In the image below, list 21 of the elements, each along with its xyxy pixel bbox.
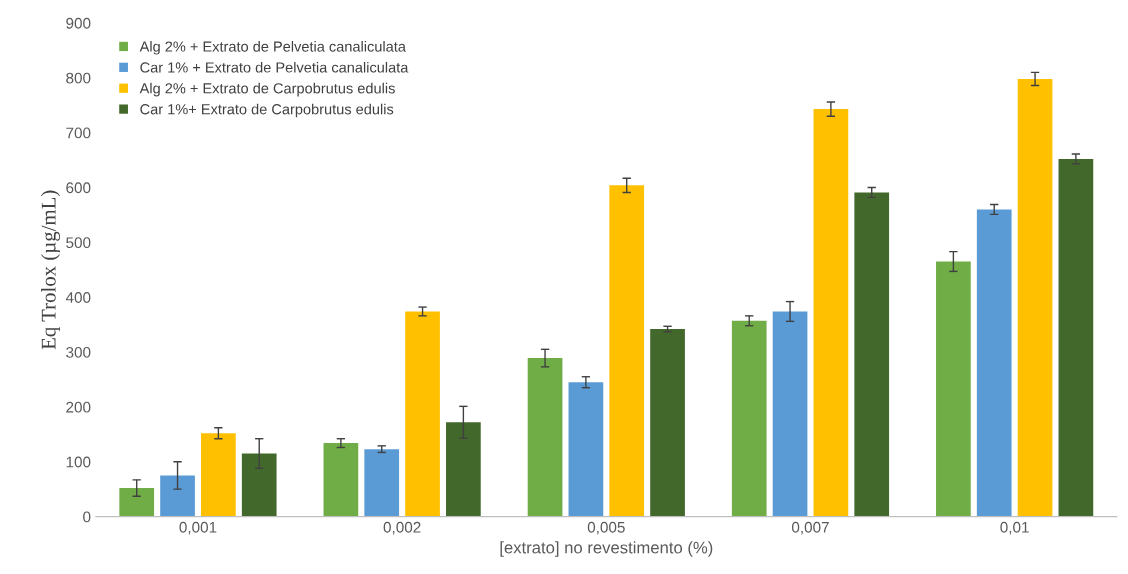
- x-tick-label: 0,007: [791, 521, 829, 535]
- x-tick-label: 0,005: [587, 521, 625, 535]
- y-tick-label: 200: [66, 401, 91, 413]
- legend-label: Alg 2% + Extrato de Pelvetia canaliculata: [139, 41, 406, 55]
- y-tick-label: 500: [66, 237, 91, 249]
- y-tick-label: 700: [66, 127, 91, 139]
- x-axis-title: [extrato] no revestimento (%): [500, 541, 713, 557]
- y-axis-title: Eq Trolox (µg/mL): [41, 190, 60, 350]
- y-tick-label: 900: [66, 17, 91, 29]
- legend-label: Alg 2% + Extrato de Carpobrutus edulis: [139, 82, 395, 97]
- x-tick-label: 0,002: [383, 521, 421, 535]
- y-tick-label: 300: [66, 346, 91, 358]
- y-tick-label: 0: [83, 511, 91, 523]
- x-tick-label: 0,01: [1000, 521, 1029, 535]
- y-tick-label: 100: [66, 456, 91, 468]
- legend-label: Car 1%+ Extrato de Carpobrutus edulis: [140, 103, 394, 118]
- y-tick-label: 800: [66, 72, 91, 84]
- x-tick-label: 0,001: [179, 521, 217, 535]
- y-tick-label: 400: [65, 292, 91, 303]
- y-tick-label: 600: [66, 182, 91, 194]
- legend-label: Car 1% + Extrato de Pelvetia canaliculata: [140, 61, 409, 73]
